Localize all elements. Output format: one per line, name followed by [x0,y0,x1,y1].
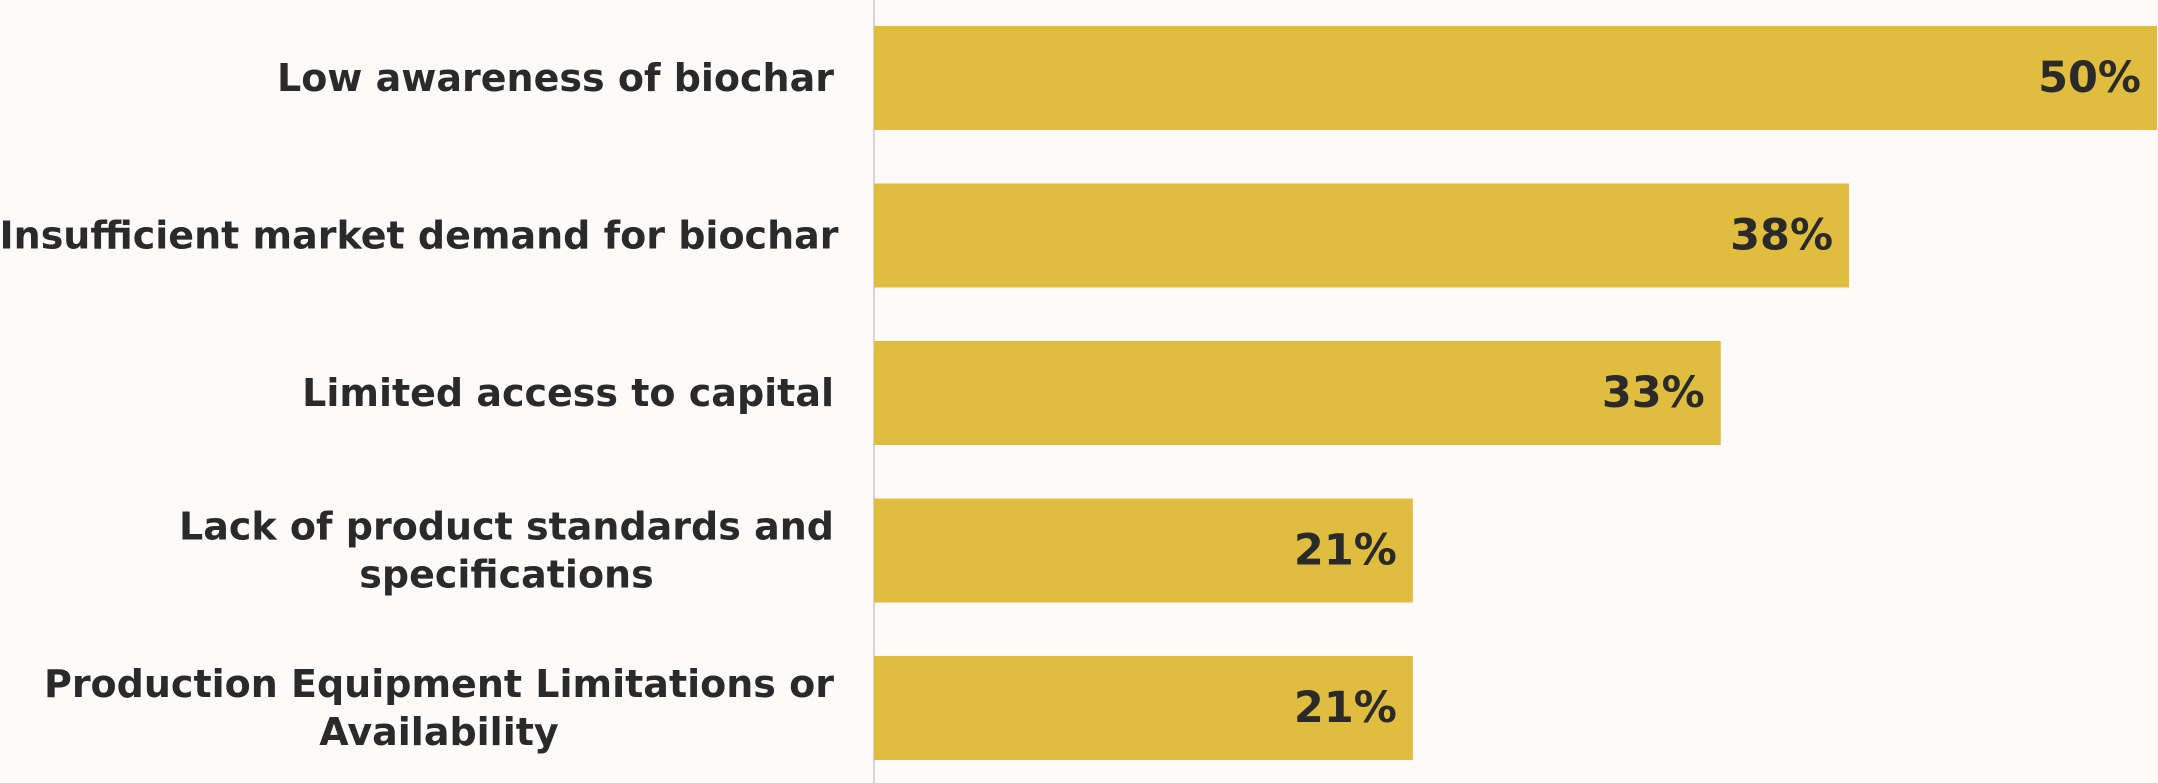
category-label-line: Availability [319,710,559,754]
category-label: Lack of product standards and specificati… [179,505,834,597]
bar [874,183,1850,288]
bar [874,26,2157,130]
category-label-line: Limited access to capital [302,371,834,415]
category-label-line: specifications [359,553,653,597]
value-labels-group: 50% 38% 33% 21% 21% [1294,53,2141,733]
bar [874,341,1721,445]
category-label: Limited access to capital [302,371,834,415]
bar [874,656,1413,760]
bar [874,498,1413,603]
category-label-line: Lack of product standards and [179,505,834,549]
category-label: Production Equipment Limitations or Avail… [44,662,834,754]
category-label-line: Low awareness of biochar [277,56,834,100]
category-label-line: Production Equipment Limitations or [44,662,834,706]
category-label: Low awareness of biochar [277,56,834,100]
category-label: Insufficient market demand for biochar [0,214,839,258]
category-label-line: Insufficient market demand for biochar [0,214,839,258]
value-label: 33% [1602,368,1705,418]
value-label: 21% [1294,526,1397,576]
category-labels-group: Low awareness of biochar Insufficient mar… [0,56,839,754]
value-label: 50% [2038,53,2141,103]
bars-group [874,26,2157,760]
value-label: 21% [1294,683,1397,733]
value-label: 38% [1730,211,1833,261]
